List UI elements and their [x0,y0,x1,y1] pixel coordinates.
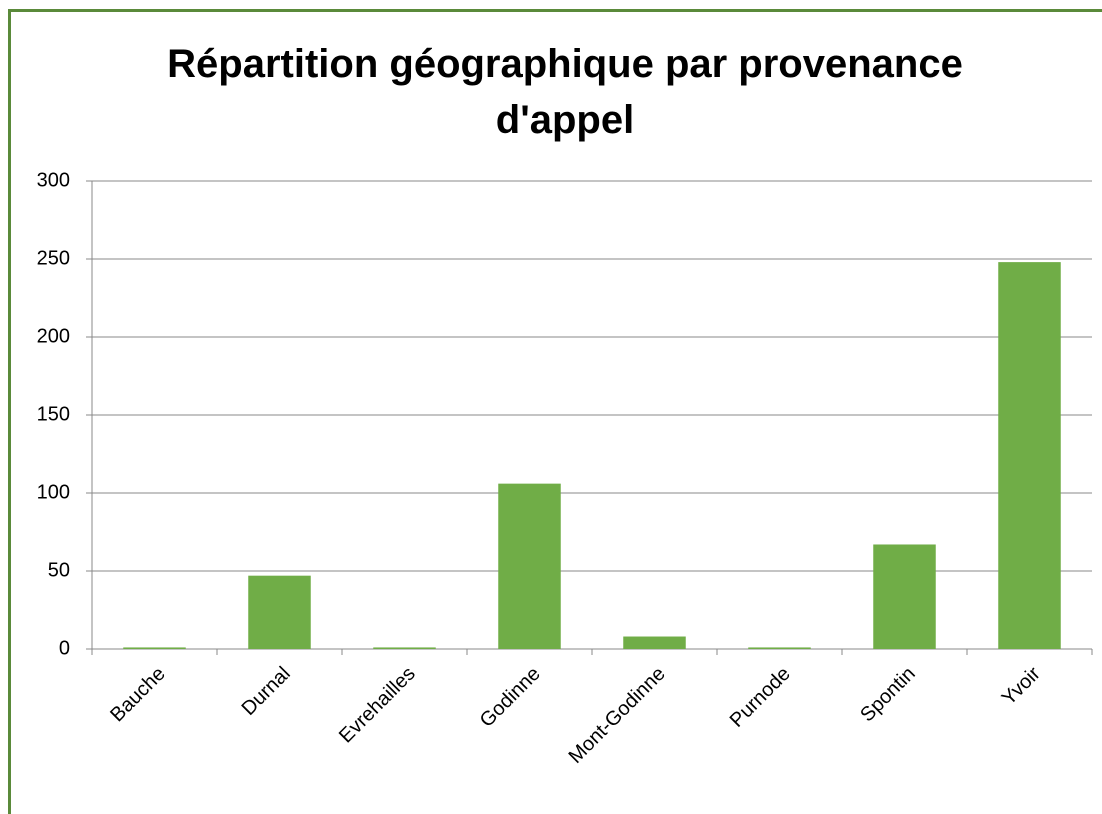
x-tick-label: Godinne [476,663,545,732]
chart-frame [8,9,1102,814]
y-tick-label: 250 [37,247,70,269]
x-tick-label: Bauche [106,663,170,727]
bar [373,647,436,649]
y-tick-label: 200 [37,325,70,347]
bar [248,575,311,649]
bar [123,647,186,649]
y-tick-label: 50 [48,559,70,581]
y-tick-label: 150 [37,403,70,425]
y-tick-label: 0 [59,637,70,659]
x-tick-label: Yvoir [998,662,1045,709]
x-tick-label: Purnode [726,663,795,732]
bar [623,636,686,649]
x-tick-label: Mont-Godinne [565,663,670,768]
bar [873,544,936,649]
y-tick-label: 100 [37,481,70,503]
y-tick-label: 300 [37,169,70,191]
bar [498,483,561,649]
x-tick-label: Evrehailles [335,663,420,748]
x-tick-label: Spontin [856,663,920,727]
x-tick-label: Durnal [238,663,295,720]
bar [748,647,811,649]
chart-title: Répartition géographique par provenance … [167,42,963,142]
bar [998,262,1061,649]
